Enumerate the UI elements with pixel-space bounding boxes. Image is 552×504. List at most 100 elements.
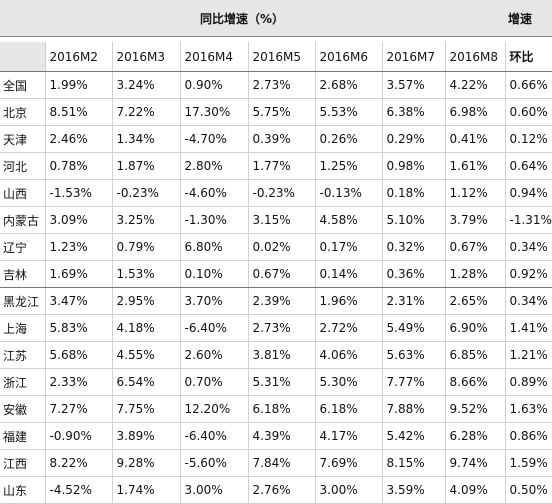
value-cell: 6.80% <box>180 233 249 261</box>
value-cell: 5.83% <box>45 314 113 342</box>
value-cell: 0.70% <box>180 368 249 396</box>
value-cell: 2.60% <box>180 341 249 369</box>
group-title: 同比增速（%） <box>200 12 285 26</box>
value-cell: 0.34% <box>505 287 552 315</box>
value-cell: 0.41% <box>445 125 506 153</box>
table-row: 辽宁 1.23% 0.79% 6.80% 0.02% 0.17% 0.32% 0.67% 0.3… <box>0 233 552 261</box>
region-cell: 内蒙古 <box>0 206 46 234</box>
value-cell: -0.23% <box>248 179 316 207</box>
value-cell: 3.00% <box>315 476 383 504</box>
value-cell: 0.86% <box>505 422 552 450</box>
column-header: 2016M7 <box>382 42 446 72</box>
value-cell: 0.67% <box>445 233 506 261</box>
region-cell: 江西 <box>0 449 46 477</box>
value-cell: 0.26% <box>315 125 383 153</box>
value-cell: 0.92% <box>505 260 552 288</box>
value-cell: 2.65% <box>445 287 506 315</box>
value-cell: -1.31% <box>505 206 552 234</box>
table-row: 山东 -4.52% 1.74% 3.00% 2.76% 3.00% 3.59% 4.09% 0.… <box>0 476 552 504</box>
region-cell: 浙江 <box>0 368 46 396</box>
table-row: 全国 1.99% 3.24% 0.90% 2.73% 2.68% 3.57% 4.22% 0.6… <box>0 71 552 99</box>
value-cell: -1.53% <box>45 179 113 207</box>
value-cell: 1.28% <box>445 260 506 288</box>
value-cell: 0.94% <box>505 179 552 207</box>
value-cell: 2.76% <box>248 476 316 504</box>
region-cell: 福建 <box>0 422 46 450</box>
value-cell: 3.25% <box>112 206 181 234</box>
value-cell: 5.63% <box>382 341 446 369</box>
group-header: 同比增速（%） 增速 <box>0 0 552 37</box>
value-cell: 12.20% <box>180 395 249 423</box>
table-row: 福建 -0.90% 3.89% -6.40% 4.39% 4.17% 5.42% 6.28% 0… <box>0 422 552 450</box>
value-cell: 0.98% <box>382 152 446 180</box>
table-row: 浙江 2.33% 6.54% 0.70% 5.31% 5.30% 7.77% 8.66% 0.8… <box>0 368 552 396</box>
region-cell: 全国 <box>0 71 46 99</box>
value-cell: 0.90% <box>180 71 249 99</box>
value-cell: 9.74% <box>445 449 506 477</box>
value-cell: 5.53% <box>315 98 383 126</box>
value-cell: 1.61% <box>445 152 506 180</box>
value-cell: 6.54% <box>112 368 181 396</box>
table-body: 全国 1.99% 3.24% 0.90% 2.73% 2.68% 3.57% 4.22% 0.6… <box>0 71 552 504</box>
value-cell: 2.31% <box>382 287 446 315</box>
value-cell: 0.66% <box>505 71 552 99</box>
value-cell: 3.70% <box>180 287 249 315</box>
value-cell: 6.18% <box>315 395 383 423</box>
region-cell: 山东 <box>0 476 46 504</box>
value-cell: 4.17% <box>315 422 383 450</box>
value-cell: 1.41% <box>505 314 552 342</box>
right-title: 增速 <box>508 12 533 26</box>
value-cell: -4.52% <box>45 476 113 504</box>
table-row: 吉林 1.69% 1.53% 0.10% 0.67% 0.14% 0.36% 1.28% 0.9… <box>0 260 552 288</box>
value-cell: 0.79% <box>112 233 181 261</box>
value-cell: 3.59% <box>382 476 446 504</box>
value-cell: 5.49% <box>382 314 446 342</box>
value-cell: 3.57% <box>382 71 446 99</box>
value-cell: -6.40% <box>180 422 249 450</box>
value-cell: 1.96% <box>315 287 383 315</box>
value-cell: 2.68% <box>315 71 383 99</box>
value-cell: 0.29% <box>382 125 446 153</box>
corner-cell <box>0 42 46 72</box>
table-row: 北京 8.51% 7.22% 17.30% 5.75% 5.53% 6.38% 6.98% 0.… <box>0 98 552 126</box>
value-cell: 0.89% <box>505 368 552 396</box>
value-cell: 5.75% <box>248 98 316 126</box>
value-cell: 1.12% <box>445 179 506 207</box>
value-cell: 7.75% <box>112 395 181 423</box>
table-row: 山西 -1.53% -0.23% -4.60% -0.23% -0.13% 0.18% 1.1… <box>0 179 552 207</box>
value-cell: 6.90% <box>445 314 506 342</box>
table-row: 黑龙江 3.47% 2.95% 3.70% 2.39% 1.96% 2.31% 2.65% 0.… <box>0 287 552 315</box>
value-cell: 8.51% <box>45 98 113 126</box>
value-cell: 0.32% <box>382 233 446 261</box>
value-cell: 0.60% <box>505 98 552 126</box>
table-row: 内蒙古 3.09% 3.25% -1.30% 3.15% 4.58% 5.10% 3.79% -… <box>0 206 552 234</box>
value-cell: 4.55% <box>112 341 181 369</box>
region-cell: 黑龙江 <box>0 287 46 315</box>
value-cell: -0.13% <box>315 179 383 207</box>
value-cell: 4.09% <box>445 476 506 504</box>
value-cell: 7.69% <box>315 449 383 477</box>
value-cell: 1.59% <box>505 449 552 477</box>
region-cell: 江苏 <box>0 341 46 369</box>
column-header: 2016M6 <box>315 42 383 72</box>
value-cell: 9.28% <box>112 449 181 477</box>
table-row: 上海 5.83% 4.18% -6.40% 2.73% 2.72% 5.49% 6.90% 1.… <box>0 314 552 342</box>
value-cell: 0.67% <box>248 260 316 288</box>
value-cell: 7.27% <box>45 395 113 423</box>
table-row: 天津 2.46% 1.34% -4.70% 0.39% 0.26% 0.29% 0.41% 0.… <box>0 125 552 153</box>
value-cell: 2.73% <box>248 314 316 342</box>
value-cell: -1.30% <box>180 206 249 234</box>
value-cell: 0.50% <box>505 476 552 504</box>
region-cell: 安徽 <box>0 395 46 423</box>
value-cell: 8.22% <box>45 449 113 477</box>
value-cell: 1.77% <box>248 152 316 180</box>
column-header: 2016M3 <box>112 42 181 72</box>
value-cell: 5.42% <box>382 422 446 450</box>
value-cell: 4.22% <box>445 71 506 99</box>
value-cell: 1.99% <box>45 71 113 99</box>
value-cell: 7.22% <box>112 98 181 126</box>
value-cell: 8.15% <box>382 449 446 477</box>
value-cell: 6.38% <box>382 98 446 126</box>
value-cell: 3.24% <box>112 71 181 99</box>
